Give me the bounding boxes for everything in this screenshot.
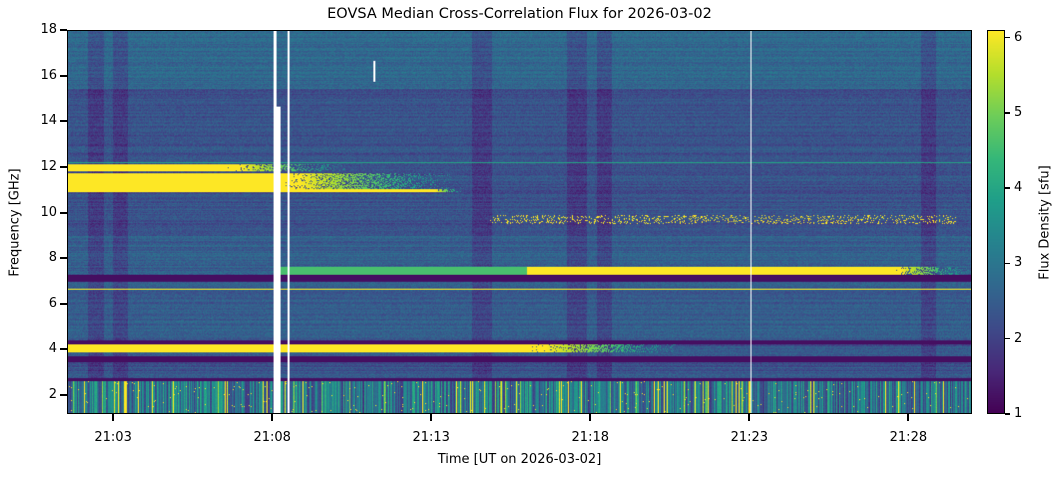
- y-tick: [60, 211, 67, 214]
- colorbar-tick-label: 1: [1014, 406, 1023, 421]
- x-tick: [271, 414, 274, 421]
- chart-title: EOVSA Median Cross-Correlation Flux for …: [327, 6, 712, 22]
- x-tick: [430, 414, 433, 421]
- x-tick: [589, 414, 592, 421]
- y-axis-label: Frequency [GHz]: [7, 168, 23, 277]
- y-tick: [60, 257, 67, 260]
- y-tick: [60, 348, 67, 351]
- y-tick: [60, 302, 67, 305]
- colorbar-tick: [1005, 337, 1010, 340]
- y-tick-label: 2: [48, 387, 57, 403]
- y-tick-label: 14: [40, 113, 57, 129]
- x-tick-label: 21:13: [412, 430, 450, 445]
- colorbar-tick-label: 5: [1014, 104, 1023, 120]
- x-tick: [748, 414, 751, 421]
- colorbar-label: Flux Density [sfu]: [1037, 165, 1053, 280]
- y-tick-label: 16: [40, 67, 57, 83]
- colorbar-tick: [1005, 413, 1010, 415]
- x-tick-label: 21:28: [889, 430, 928, 445]
- x-tick-label: 21:08: [253, 430, 291, 445]
- y-tick-label: 8: [48, 250, 57, 266]
- y-tick-label: 18: [40, 22, 57, 37]
- y-tick-label: 4: [48, 341, 57, 357]
- y-tick-label: 12: [40, 158, 57, 174]
- colorbar: [987, 30, 1005, 414]
- y-tick-label: 10: [40, 204, 57, 220]
- y-tick: [60, 165, 67, 168]
- colorbar-tick: [1005, 187, 1010, 189]
- colorbar-tick: [1005, 112, 1010, 114]
- y-tick-label: 6: [48, 295, 57, 311]
- colorbar-tick-label: 3: [1014, 255, 1023, 271]
- x-tick: [907, 414, 910, 421]
- colorbar-tick-label: 6: [1014, 29, 1023, 45]
- y-tick: [60, 394, 67, 397]
- x-tick: [112, 414, 115, 421]
- colorbar-tick: [1005, 36, 1010, 39]
- colorbar-tick: [1005, 262, 1010, 265]
- y-tick: [60, 120, 67, 123]
- spectrogram-plot-area: [67, 30, 972, 414]
- x-tick-label: 21:18: [571, 430, 609, 445]
- colorbar-tick-label: 4: [1014, 180, 1023, 196]
- y-tick: [60, 74, 67, 77]
- x-tick-label: 21:03: [94, 430, 132, 445]
- x-axis-label: Time [UT on 2026-03-02]: [437, 452, 602, 467]
- x-tick-label: 21:23: [730, 430, 769, 445]
- spectrogram-heatmap: [68, 31, 971, 413]
- colorbar-tick-label: 2: [1014, 330, 1023, 346]
- y-tick: [60, 29, 67, 31]
- colorbar-gradient: [988, 31, 1004, 413]
